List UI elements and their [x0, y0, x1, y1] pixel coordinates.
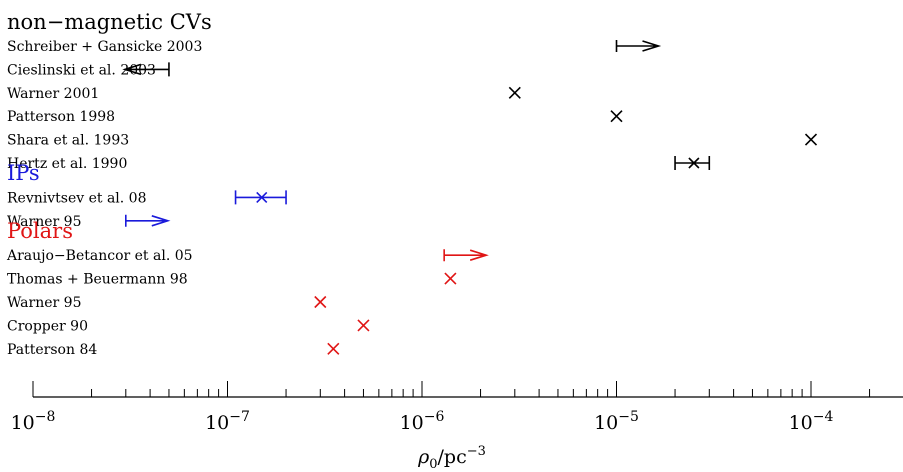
row-label: Cieslinski et al. 2003 — [7, 62, 156, 78]
group-title: non−magnetic CVs — [7, 10, 212, 34]
data-point-cross — [327, 342, 340, 355]
row-label: Thomas + Beuermann 98 — [7, 272, 188, 288]
group-title: IPs — [7, 161, 40, 185]
x-axis: 10−8 10−7 10−6 10−5 10−4 ρ₀/pc⁻³ρ0/pc−3 — [11, 381, 903, 472]
lower-limit-arrow — [125, 214, 171, 227]
group-title: Polars — [7, 219, 73, 243]
row-label: Warner 2001 — [7, 86, 99, 102]
x-axis-tick-labels: 10−8 10−7 10−6 10−5 10−4 — [11, 409, 834, 434]
lower-limit-arrow — [615, 40, 662, 52]
row-label: Patterson 1998 — [7, 109, 115, 125]
data-point-cross — [508, 86, 521, 99]
row-label: Cropper 90 — [7, 318, 88, 334]
row-label: Shara et al. 1993 — [7, 133, 129, 149]
row-label: Schreiber + Gansicke 2003 — [7, 39, 202, 55]
data-point-cross — [610, 110, 623, 123]
row-label: Araujo−Betancor et al. 05 — [6, 248, 193, 264]
chart-marks — [122, 40, 818, 355]
data-point-cross — [444, 272, 457, 285]
x-axis-ticks — [32, 381, 871, 397]
row-label: Patterson 84 — [7, 342, 97, 358]
x-tick-label: 10−7 — [205, 409, 250, 434]
data-point-cross — [804, 133, 818, 146]
row-label: Hertz et al. 1990 — [7, 156, 127, 172]
row-label: Warner 95 — [7, 295, 81, 311]
data-point-cross — [357, 319, 370, 332]
data-range-errorbar — [674, 156, 711, 170]
row-label: Revnivtsev et al. 08 — [7, 190, 147, 206]
row-label: Warner 95 — [7, 214, 81, 230]
upper-limit-arrow — [122, 62, 170, 77]
lower-limit-arrow — [443, 249, 489, 262]
x-tick-label: 10−5 — [594, 409, 639, 434]
data-range-errorbar — [234, 190, 287, 205]
x-tick-label: 10−4 — [789, 409, 834, 434]
x-tick-label: 10−8 — [11, 409, 56, 434]
x-tick-label: 10−6 — [400, 409, 445, 434]
x-axis-label: ρ₀/pc⁻³ρ0/pc−3 — [417, 444, 486, 472]
data-point-cross — [314, 295, 327, 309]
chart-rows: non−magnetic CVs Schreiber + Gansicke 200… — [6, 10, 212, 358]
